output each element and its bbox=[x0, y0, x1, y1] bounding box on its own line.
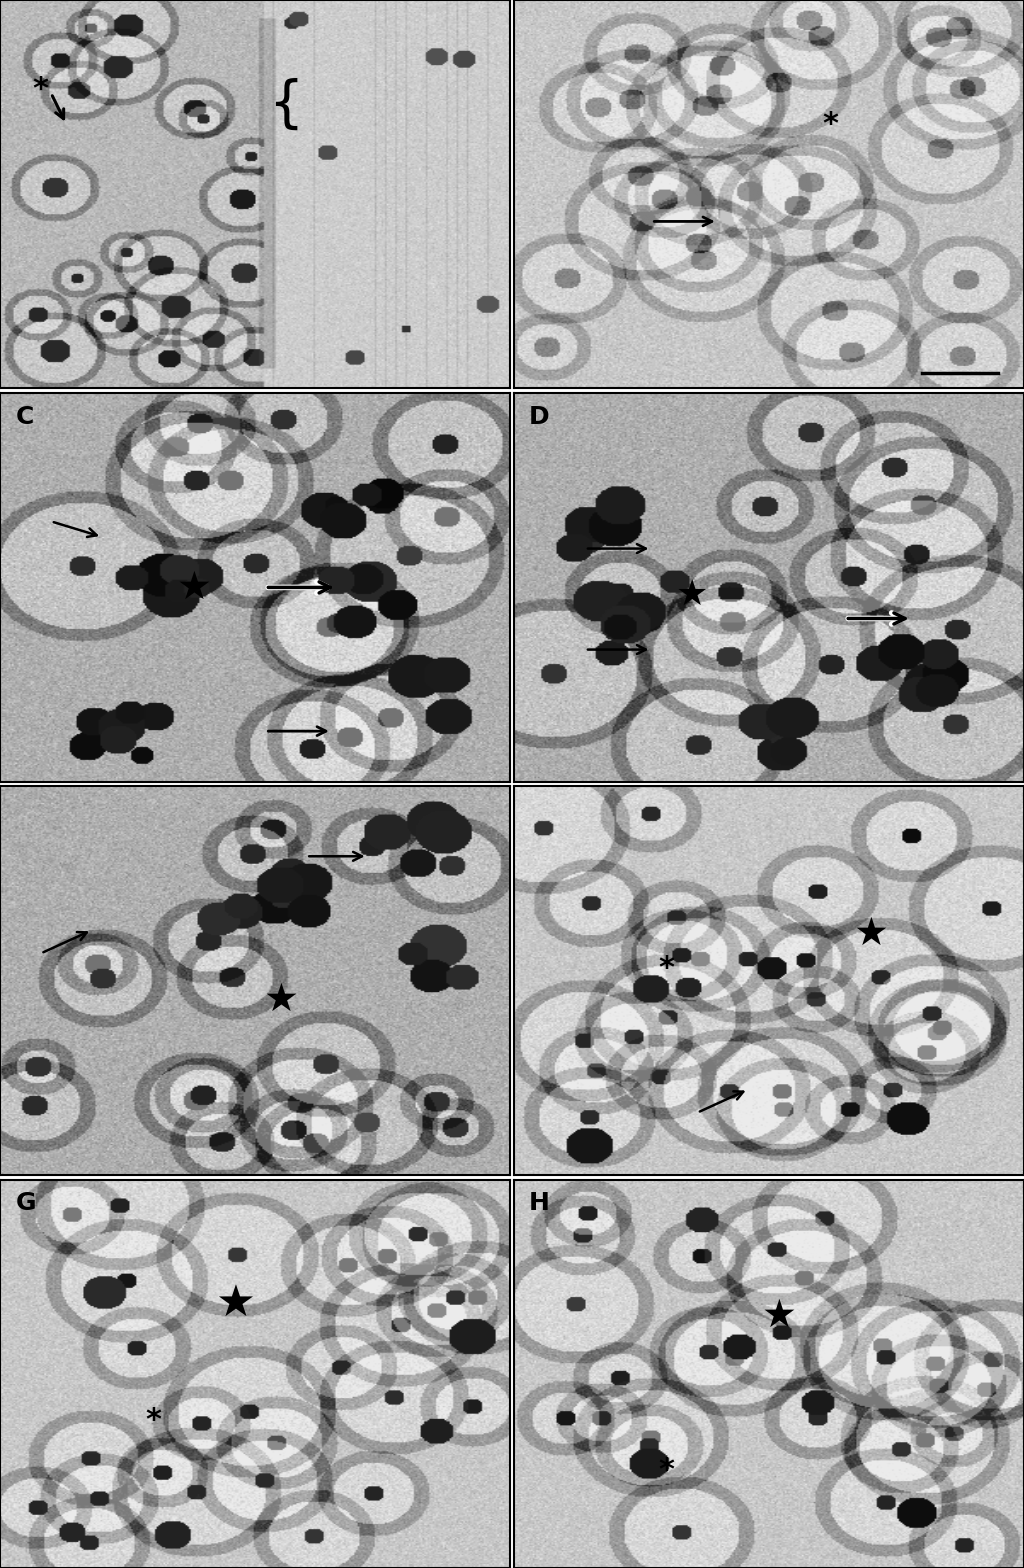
Text: ★: ★ bbox=[176, 569, 211, 607]
Text: ★: ★ bbox=[762, 1297, 797, 1334]
Text: ★: ★ bbox=[215, 1283, 255, 1325]
Text: D: D bbox=[528, 405, 550, 428]
Text: {: { bbox=[268, 78, 303, 132]
Text: *: * bbox=[658, 955, 675, 983]
Text: H: H bbox=[528, 1192, 550, 1215]
Text: ★: ★ bbox=[263, 982, 298, 1019]
Text: *: * bbox=[145, 1406, 161, 1435]
Text: *: * bbox=[658, 1457, 675, 1485]
Text: C: C bbox=[15, 405, 34, 428]
Text: ★: ★ bbox=[853, 916, 888, 953]
Text: *: * bbox=[33, 75, 49, 103]
Text: G: G bbox=[15, 1192, 36, 1215]
Text: ★: ★ bbox=[676, 579, 709, 612]
Text: *: * bbox=[822, 110, 838, 140]
